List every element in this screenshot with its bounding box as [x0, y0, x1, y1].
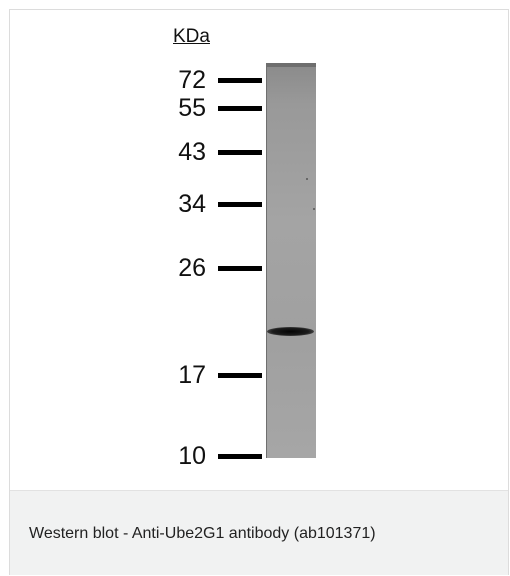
marker-72: 72 [10, 65, 270, 95]
marker-label: 10 [178, 442, 206, 470]
marker-label: 34 [178, 190, 206, 218]
figure-caption: Western blot - Anti-Ube2G1 antibody (ab1… [29, 525, 376, 542]
protein-band [267, 327, 314, 336]
marker-10: 10 [10, 441, 270, 471]
figure-card: KDa 72 55 43 34 26 17 10 [9, 9, 509, 575]
marker-43: 43 [10, 137, 270, 167]
lane-top-edge [266, 63, 316, 67]
marker-tick [218, 106, 262, 111]
marker-tick [218, 202, 262, 207]
lane-speck [313, 208, 315, 210]
sample-lane [266, 65, 316, 458]
marker-label: 72 [178, 66, 206, 94]
marker-26: 26 [10, 253, 270, 283]
marker-34: 34 [10, 189, 270, 219]
marker-label: 26 [178, 254, 206, 282]
marker-55: 55 [10, 93, 270, 123]
marker-tick [218, 454, 262, 459]
caption-panel: Western blot - Anti-Ube2G1 antibody (ab1… [10, 490, 508, 575]
marker-17: 17 [10, 360, 270, 390]
marker-label: 55 [178, 94, 206, 122]
marker-label: 43 [178, 138, 206, 166]
western-blot-image: KDa 72 55 43 34 26 17 10 [10, 10, 508, 490]
marker-tick [218, 373, 262, 378]
marker-tick [218, 78, 262, 83]
lane-speck [306, 178, 308, 180]
marker-label: 17 [178, 361, 206, 389]
marker-tick [218, 150, 262, 155]
unit-label: KDa [173, 26, 210, 47]
marker-tick [218, 266, 262, 271]
